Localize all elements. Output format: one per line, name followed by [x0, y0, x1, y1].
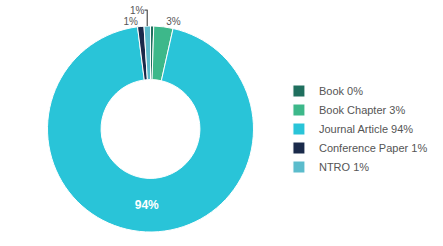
svg-text:Book 0%: Book 0% — [319, 85, 363, 97]
svg-text:1%: 1% — [130, 5, 145, 16]
svg-text:94%: 94% — [135, 198, 159, 212]
svg-text:Journal Article 94%: Journal Article 94% — [319, 123, 413, 135]
svg-text:NTRO 1%: NTRO 1% — [319, 161, 369, 173]
svg-text:3%: 3% — [166, 16, 181, 27]
svg-text:Book Chapter 3%: Book Chapter 3% — [319, 104, 405, 116]
svg-text:1%: 1% — [123, 16, 138, 27]
svg-text:Conference Paper 1%: Conference Paper 1% — [319, 142, 427, 154]
